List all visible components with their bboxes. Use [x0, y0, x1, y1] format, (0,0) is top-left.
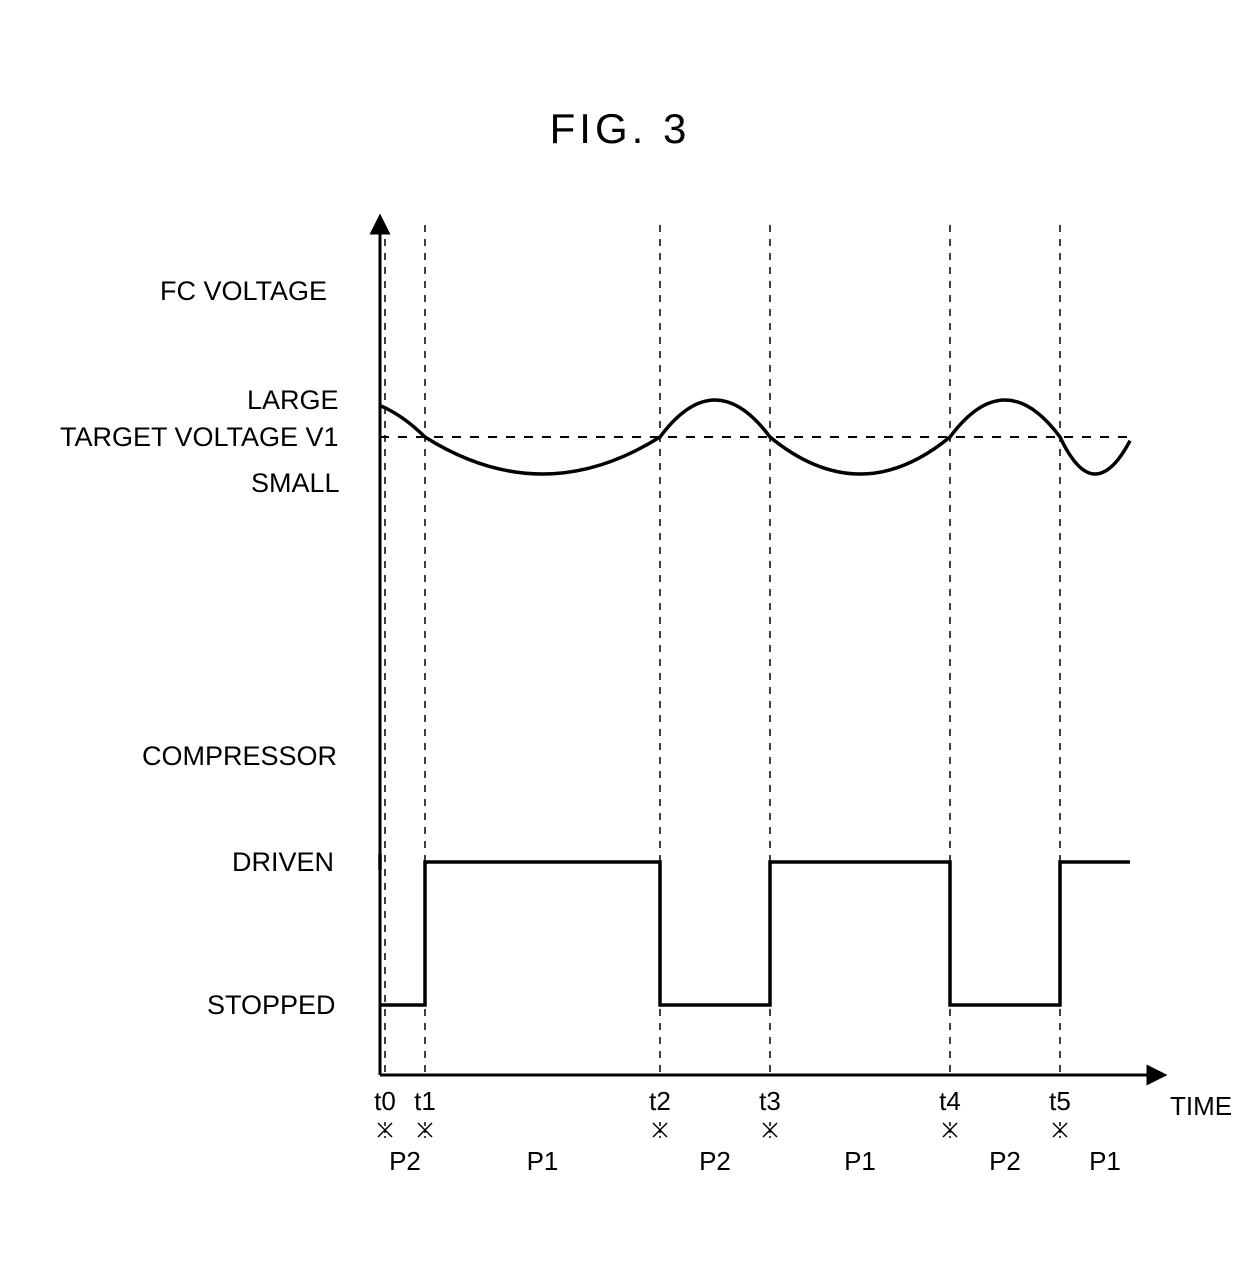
period-label: P2 [389, 1146, 421, 1176]
compressor-label: COMPRESSOR [142, 741, 337, 771]
period-label: P2 [989, 1146, 1021, 1176]
compressor-waveform [380, 862, 1130, 1005]
period-label: P1 [527, 1146, 559, 1176]
fc-voltage-label: FC VOLTAGE [160, 276, 327, 306]
period-label: P2 [699, 1146, 731, 1176]
page: FIG. 3 FC VOLTAGELARGETARGET VOLTAGE V1S… [0, 0, 1240, 1281]
period-label: P1 [844, 1146, 876, 1176]
driven-label: DRIVEN [232, 847, 334, 877]
time-tick-label: t0 [374, 1086, 396, 1116]
time-tick-label: t5 [1049, 1086, 1071, 1116]
timing-diagram: FC VOLTAGE LARGE TARGET VOLTAGE V1 SMALL COM… [0, 0, 1240, 1281]
period-label: P1 [1089, 1146, 1121, 1176]
target-voltage-label: TARGET VOLTAGE V1 [60, 422, 339, 452]
time-tick-label: t3 [759, 1086, 781, 1116]
large-label: LARGE [247, 385, 339, 415]
time-axis-label: TIME [1170, 1091, 1232, 1121]
time-tick-label: t1 [414, 1086, 436, 1116]
small-label: SMALL [251, 468, 340, 498]
time-tick-label: t4 [939, 1086, 961, 1116]
stopped-label: STOPPED [207, 990, 336, 1020]
time-tick-label: t2 [649, 1086, 671, 1116]
